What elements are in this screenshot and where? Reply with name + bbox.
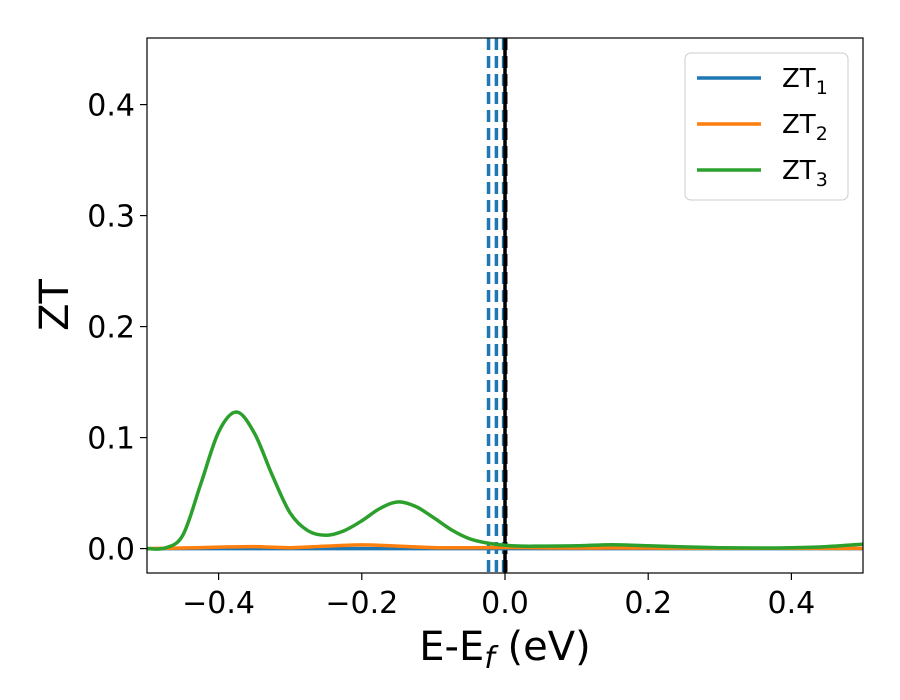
y-tick-label: 0.2 [87,311,135,346]
x-tick-label: −0.4 [182,586,255,621]
x-tick-label: 0.4 [768,586,816,621]
x-tick-label: −0.2 [325,586,398,621]
series-line-3 [147,410,863,551]
x-tick-label: 0.2 [624,586,672,621]
y-axis-label: ZT [32,279,78,331]
legend-box [684,52,849,201]
y-tick-label: 0.4 [87,89,135,124]
legend-label-3: ZT3 [782,156,828,191]
y-tick-label: 0.3 [87,200,135,235]
legend-label-1: ZT1 [782,64,828,99]
y-tick-label: 0.0 [87,533,135,568]
legend-label-2: ZT2 [782,110,828,145]
x-axis-label-suffix: (eV) [495,624,591,670]
legend-entries: ZT1 ZT2 ZT3 [697,64,828,191]
legend: ZT1 ZT2 ZT3 [684,52,849,201]
series-lines [147,410,863,551]
x-axis-ticks: −0.4 −0.2 0.0 0.2 0.4 [182,573,815,621]
vertical-lines [486,38,508,573]
y-axis-ticks: 0.0 0.1 0.2 0.3 0.4 [87,89,147,568]
y-tick-label: 0.1 [87,422,135,457]
x-axis-label: E-Ef (eV) [419,624,590,676]
x-tick-label: 0.0 [481,586,529,621]
x-axis-label-base: E-E [419,624,484,670]
